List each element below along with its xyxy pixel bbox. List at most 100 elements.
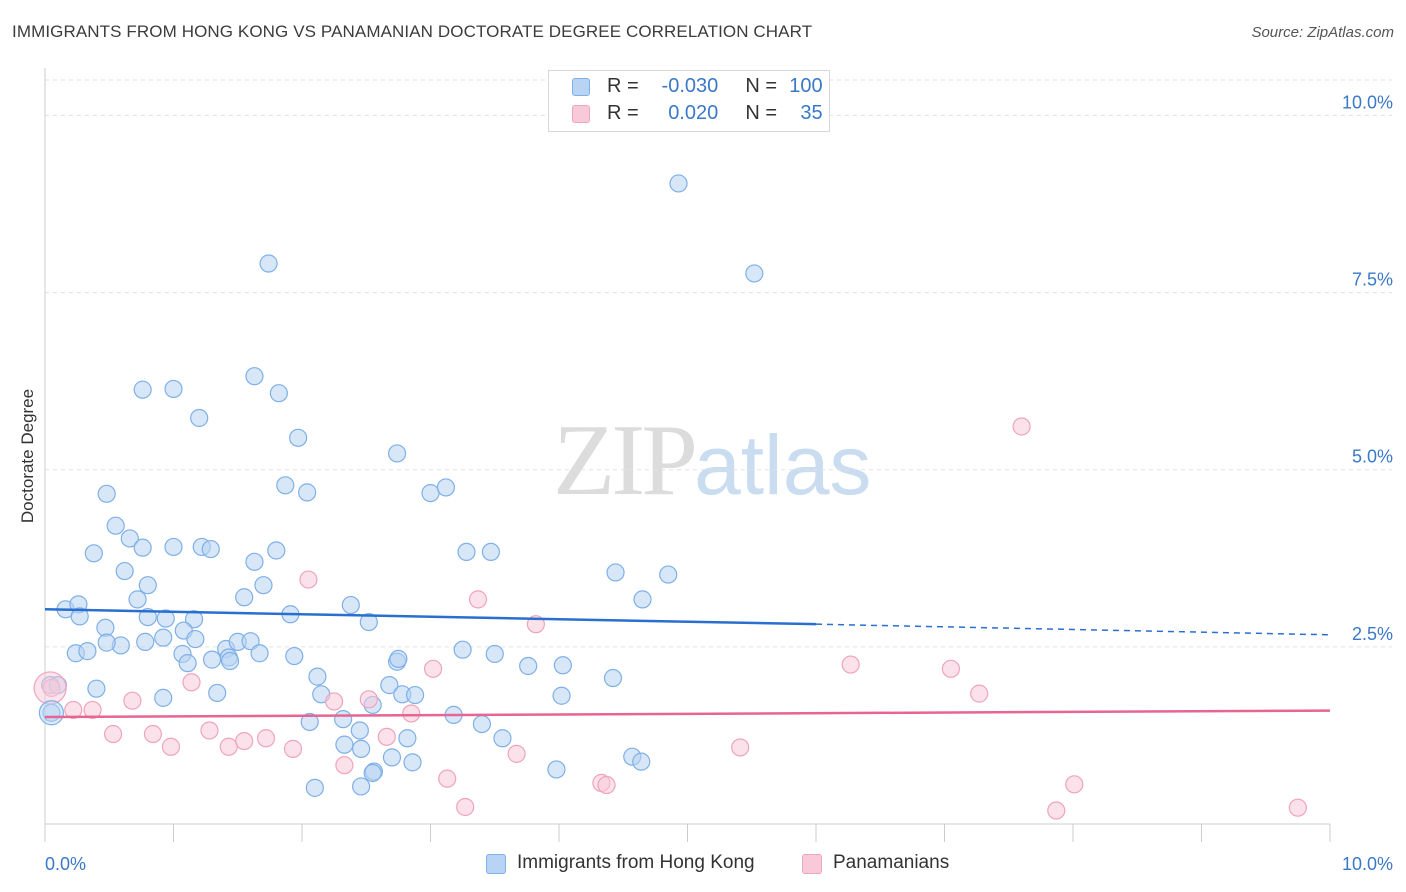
point-hong-kong	[352, 777, 371, 796]
point-hong-kong	[289, 428, 308, 447]
y-tick-label: 5.0%	[1352, 447, 1393, 467]
legend-item-panamanians: Panamanians	[802, 852, 949, 874]
point-hong-kong	[186, 629, 205, 649]
point-hong-kong	[97, 484, 116, 503]
point-hong-kong	[138, 576, 157, 595]
point-hong-kong	[352, 739, 371, 758]
point-hong-kong	[398, 729, 417, 748]
point-hong-kong	[245, 552, 264, 571]
point-hong-kong	[350, 721, 369, 740]
legend-item-hong-kong: Immigrants from Hong Kong	[486, 852, 755, 874]
point-hong-kong	[389, 649, 408, 669]
legend-swatch-pink	[572, 105, 590, 123]
point-hong-kong	[269, 384, 288, 403]
trendline-hong-kong-projection	[815, 623, 1331, 636]
point-hong-kong	[481, 542, 500, 562]
point-hong-kong	[190, 408, 209, 428]
point-hong-kong	[156, 609, 175, 628]
point-hong-kong	[493, 729, 512, 748]
point-hong-kong	[154, 628, 173, 647]
point-hong-kong	[133, 538, 152, 557]
y-tick-label: 7.5%	[1352, 270, 1393, 290]
point-hong-kong	[335, 735, 354, 754]
point-hong-kong	[78, 642, 97, 661]
point-hong-kong	[669, 174, 688, 193]
point-panamanians	[143, 724, 163, 744]
point-panamanians	[507, 744, 526, 763]
point-hong-kong	[603, 668, 623, 688]
point-hong-kong	[106, 516, 125, 535]
x-tick-label: 0.0%	[45, 854, 86, 874]
legend-label: Panamanians	[833, 852, 950, 873]
point-panamanians	[283, 739, 303, 758]
trendline-panamanians	[44, 709, 1331, 719]
point-hong-kong	[553, 656, 572, 675]
stats-legend: R = -0.030 N = 100 R = 0.020 N = 35	[548, 70, 830, 132]
point-panamanians	[841, 655, 860, 674]
point-panamanians	[1012, 417, 1031, 436]
point-hong-kong	[208, 683, 227, 703]
point-hong-kong	[436, 478, 456, 497]
point-hong-kong	[552, 686, 571, 705]
point-hong-kong	[472, 714, 491, 734]
point-hong-kong	[334, 710, 353, 729]
x-tick-label: 10.0%	[1342, 854, 1393, 874]
point-hong-kong	[133, 380, 152, 399]
point-panamanians	[1065, 775, 1084, 794]
point-panamanians	[335, 756, 354, 775]
source-credit: Source: ZipAtlas.com	[1251, 24, 1394, 41]
point-hong-kong	[308, 667, 327, 686]
point-hong-kong-large	[38, 700, 65, 726]
legend-r-value: -0.030	[661, 75, 719, 97]
point-hong-kong	[380, 676, 399, 695]
legend-n-value: 100	[789, 75, 823, 97]
point-hong-kong	[267, 541, 286, 560]
point-hong-kong	[298, 483, 317, 502]
point-panamanians	[200, 721, 219, 740]
point-hong-kong	[382, 748, 402, 767]
watermark: ZIPatlas	[553, 402, 871, 519]
point-hong-kong	[220, 651, 240, 671]
legend-r-label: R =	[607, 75, 639, 97]
point-panamanians	[64, 700, 83, 720]
point-panamanians	[256, 729, 276, 748]
point-hong-kong	[115, 561, 134, 581]
point-hong-kong	[606, 563, 625, 582]
legend-swatch-blue	[486, 854, 506, 874]
point-hong-kong	[254, 576, 273, 595]
point-hong-kong	[632, 752, 651, 771]
point-panamanians	[83, 700, 102, 720]
point-panamanians	[182, 673, 201, 692]
point-panamanians	[1047, 801, 1066, 820]
point-hong-kong	[164, 379, 183, 399]
point-panamanians	[1288, 798, 1307, 817]
point-hong-kong	[259, 254, 278, 273]
point-hong-kong	[633, 590, 652, 609]
point-hong-kong	[300, 712, 319, 732]
legend-swatch-pink	[802, 854, 822, 874]
point-panamanians	[299, 570, 318, 589]
legend-label: Immigrants from Hong Kong	[517, 852, 755, 873]
point-hong-kong	[387, 444, 407, 463]
point-hong-kong	[519, 656, 538, 676]
y-tick-label: 10.0%	[1342, 92, 1393, 112]
point-hong-kong	[285, 646, 304, 666]
point-hong-kong	[70, 607, 89, 626]
point-panamanians	[123, 691, 142, 710]
point-hong-kong	[178, 654, 197, 673]
point-panamanians	[104, 724, 123, 744]
point-panamanians	[235, 731, 254, 751]
legend-n-label: N =	[745, 102, 778, 124]
watermark-zip: ZIP	[553, 404, 698, 517]
point-panamanians	[438, 769, 457, 788]
point-hong-kong	[359, 612, 378, 632]
point-hong-kong	[138, 607, 157, 627]
y-tick-label: 2.5%	[1352, 624, 1393, 644]
point-panamanians	[731, 738, 750, 757]
point-hong-kong	[235, 588, 254, 607]
legend-r-label: R =	[607, 102, 639, 124]
point-hong-kong	[250, 644, 269, 663]
point-hong-kong	[403, 753, 422, 772]
legend-n-value: 35	[800, 102, 823, 124]
